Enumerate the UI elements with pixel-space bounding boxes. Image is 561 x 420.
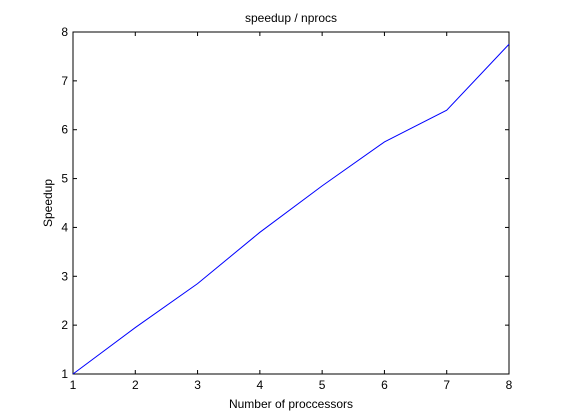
x-tick-label: 8 [506,378,513,392]
series-line [72,43,510,375]
x-tick-label: 1 [70,378,77,392]
x-tick-label: 2 [132,378,139,392]
chart-title: speedup / nprocs [245,11,337,25]
y-tick-label: 5 [61,172,68,186]
y-axis: 1 2 3 4 5 6 7 8 [61,25,509,381]
y-axis-label: Speedup [41,179,55,227]
y-tick-label: 4 [61,220,68,234]
x-tick-label: 5 [319,378,326,392]
y-tick-label: 1 [61,367,68,381]
y-tick-label: 8 [61,25,68,39]
x-axis-label: Number of proccessors [229,397,353,411]
plot-area [72,31,510,375]
y-tick-label: 3 [61,269,68,283]
x-axis: 1 2 3 4 5 6 7 8 [70,32,513,392]
y-tick-label: 7 [61,74,68,88]
y-tick-label: 6 [61,123,68,137]
x-tick-label: 4 [257,378,264,392]
y-tick-label: 2 [61,318,68,332]
x-tick-label: 3 [194,378,201,392]
series-layer [72,43,510,375]
x-tick-label: 7 [443,378,450,392]
x-tick-label: 6 [381,378,388,392]
